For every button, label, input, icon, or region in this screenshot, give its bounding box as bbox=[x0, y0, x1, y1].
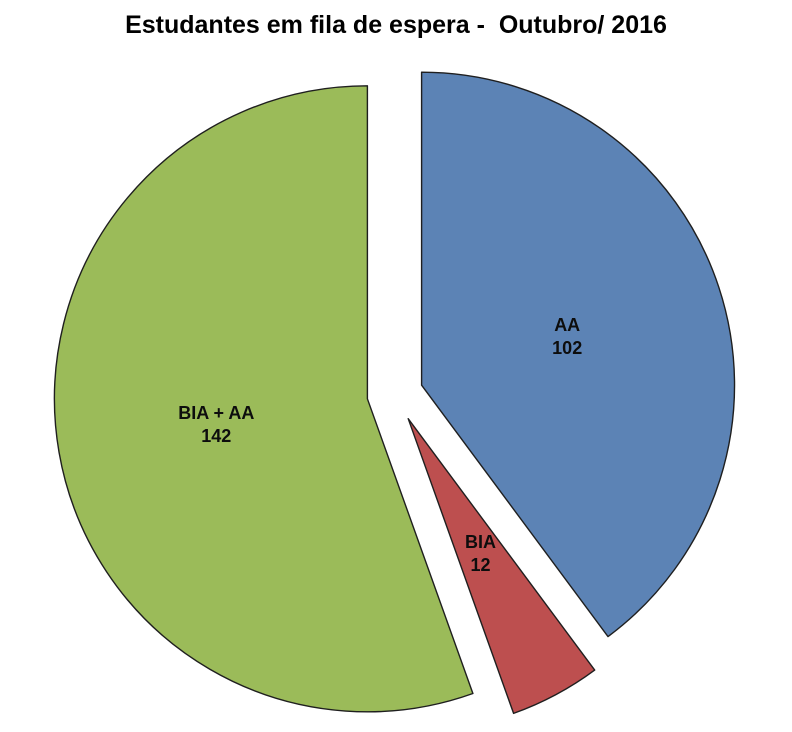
pie-labels: AA 102 BIA 12 BIA + AA 142 bbox=[178, 315, 582, 575]
pie-slice-bia-aa bbox=[53, 85, 474, 713]
pie-slices bbox=[53, 71, 736, 715]
pie-slice-aa bbox=[420, 71, 736, 638]
chart-title: Estudantes em fila de espera - Outubro/ … bbox=[125, 11, 667, 39]
slice-label-bia-aa: BIA + AA 142 bbox=[178, 403, 254, 446]
pie-slice-bia bbox=[407, 418, 596, 715]
slice-label-aa: AA 102 bbox=[552, 315, 582, 358]
slice-label-bia: BIA 12 bbox=[465, 532, 496, 575]
